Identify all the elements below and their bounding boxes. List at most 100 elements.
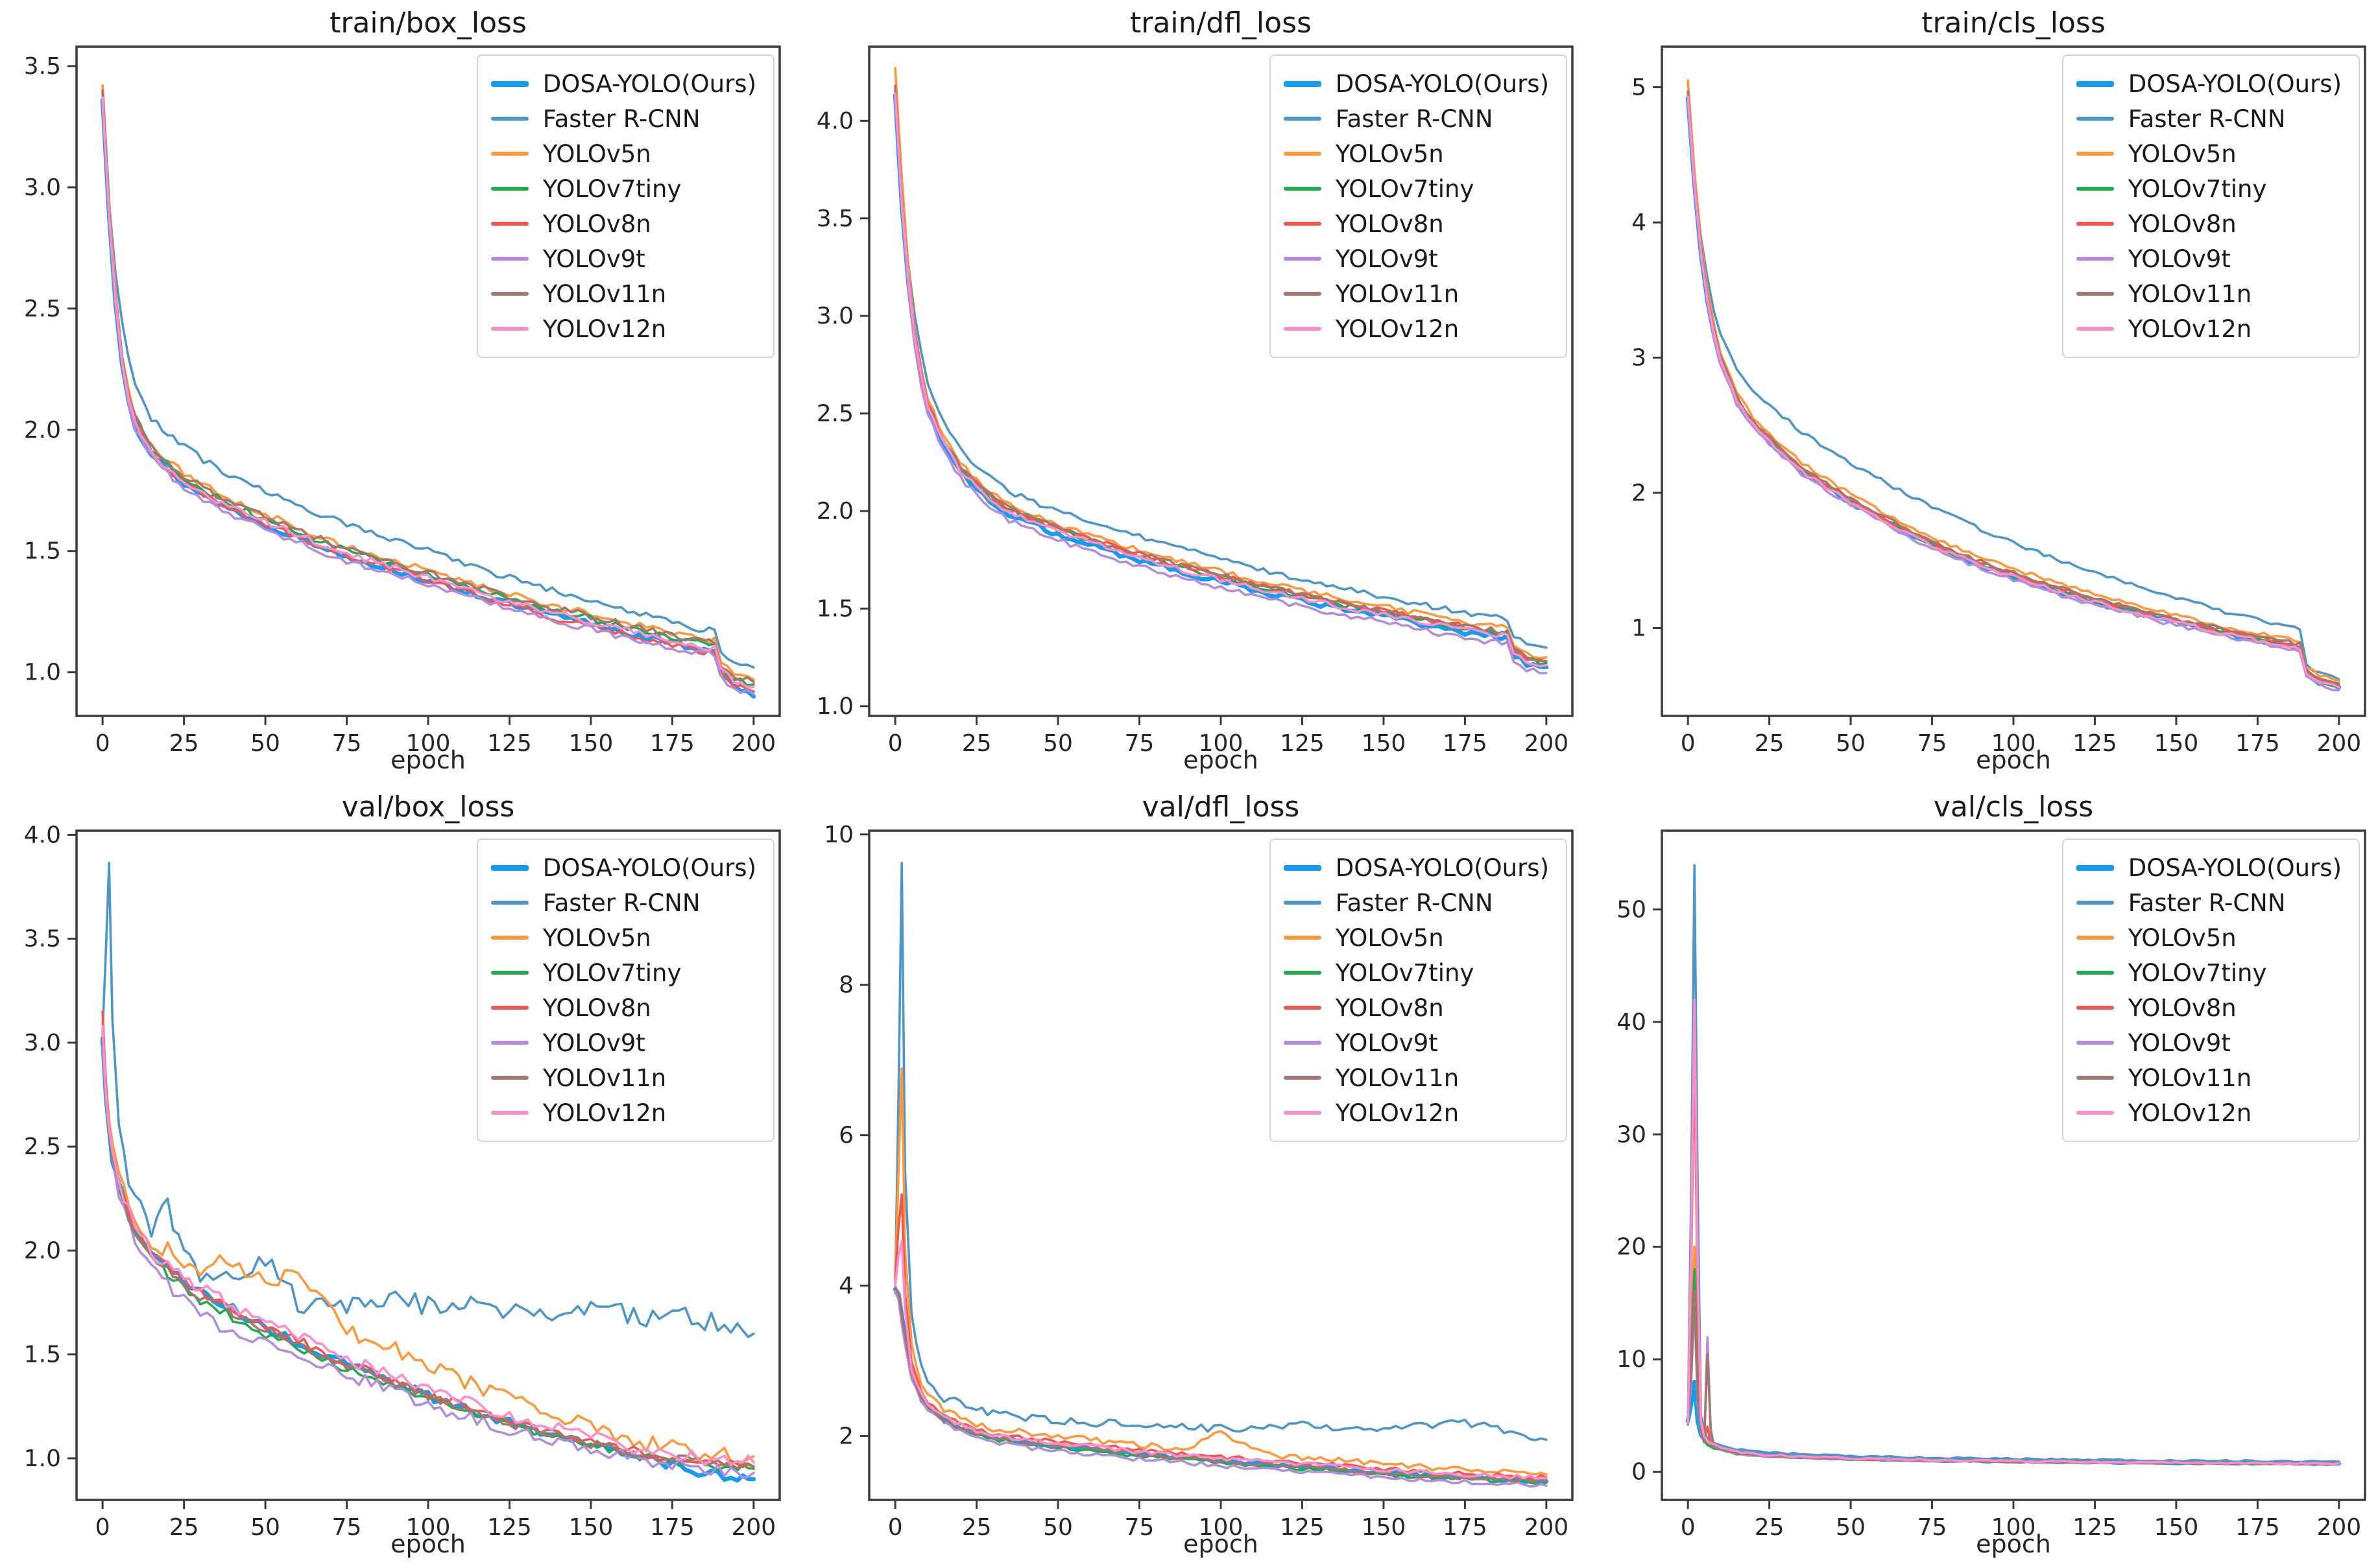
chart-val-box-loss: val/box_loss 0 25 50 75 100 125 150 175 200 1.0 1.… — [0, 784, 793, 1568]
y-tick-label: 2.0 — [24, 1237, 61, 1264]
legend-item-yolov12n: YOLOv12n — [490, 311, 756, 346]
y-tick-label: 50 — [1616, 896, 1646, 923]
y-tick-label: 2 — [1631, 480, 1646, 506]
legend-swatch-yolov5n — [1283, 936, 1321, 940]
legend-swatch-yolov8n — [1283, 1006, 1321, 1010]
x-tick-label: 175 — [650, 730, 695, 757]
x-tick-label: 25 — [962, 730, 992, 757]
x-tick-label: 75 — [332, 730, 362, 757]
legend-label-yolov11n: YOLOv11n — [1335, 279, 1459, 308]
x-axis-label: epoch — [1976, 746, 2051, 774]
y-tick-label: 8 — [839, 972, 854, 999]
legend-label-yolov11n: YOLOv11n — [542, 279, 667, 308]
legend-item-yolov9t: YOLOv9t — [2076, 241, 2342, 276]
legend-item-yolov11n: YOLOv11n — [1283, 276, 1549, 311]
legend-label-yolov9t: YOLOv9t — [1335, 244, 1438, 273]
series-line-yolov5n — [1687, 79, 2340, 682]
legend-box: DOSA-YOLO(Ours) Faster R-CNN YOLOv5n YOLOv7… — [2061, 54, 2360, 358]
series-group — [1685, 79, 2342, 692]
series-line-yolov11n — [1687, 90, 2340, 685]
series-line-yolov11n — [894, 1285, 1548, 1483]
y-tick-label: 4.0 — [817, 108, 854, 134]
legend-label-faster-r-cnn: Faster R-CNN — [2128, 888, 2286, 917]
legend-item-yolov12n: YOLOv12n — [2076, 1095, 2342, 1130]
series-line-yolov9t — [1687, 1301, 2340, 1466]
x-tick-label: 25 — [1755, 1514, 1784, 1541]
series-line-yolov5n — [894, 1067, 1548, 1476]
x-tick-label: 50 — [250, 1514, 280, 1541]
x-tick-label: 0 — [1681, 1514, 1696, 1541]
x-tick-label: 100 — [1991, 1514, 2036, 1541]
x-tick-label: 175 — [2235, 1514, 2280, 1541]
legend-swatch-yolov7tiny — [2076, 187, 2114, 191]
series-line-dosa-yolo-ours — [1685, 1379, 2342, 1466]
legend-swatch-yolov7tiny — [1283, 187, 1321, 191]
legend-item-yolov11n: YOLOv11n — [2076, 1060, 2342, 1095]
legend-swatch-yolov7tiny — [490, 971, 529, 975]
legend-item-yolov9t: YOLOv9t — [490, 241, 756, 276]
y-tick-label: 1.5 — [24, 538, 61, 565]
x-axis-label: epoch — [390, 746, 466, 774]
legend-label-yolov5n: YOLOv5n — [542, 139, 651, 168]
y-tick-label: 4 — [839, 1273, 854, 1300]
legend-label-yolov8n: YOLOv8n — [542, 209, 651, 238]
legend-label-dosa-yolo-ours: DOSA-YOLO(Ours) — [2128, 69, 2342, 98]
legend-swatch-yolov5n — [490, 936, 529, 940]
legend-label-yolov7tiny: YOLOv7tiny — [1335, 174, 1474, 203]
legend-swatch-yolov11n — [2076, 1076, 2114, 1080]
legend-box: DOSA-YOLO(Ours) Faster R-CNN YOLOv5n YOLOv7… — [476, 54, 775, 358]
chart-title: val/cls_loss — [1933, 790, 2094, 824]
series-line-yolov8n — [894, 84, 1548, 663]
legend-item-faster-r-cnn: Faster R-CNN — [2076, 101, 2342, 136]
y-tick-label: 1.0 — [24, 659, 61, 686]
legend-item-yolov7tiny: YOLOv7tiny — [2076, 955, 2342, 990]
legend-item-yolov9t: YOLOv9t — [1283, 241, 1549, 276]
legend-label-faster-r-cnn: Faster R-CNN — [1335, 104, 1493, 133]
chart-val-dfl-loss: val/dfl_loss 0 25 50 75 100 125 150 175 200 2 4 6 8 1… — [793, 784, 1585, 1568]
legend-swatch-yolov8n — [1283, 222, 1321, 226]
chart-title: train/cls_loss — [1921, 6, 2106, 40]
legend-item-yolov12n: YOLOv12n — [1283, 311, 1549, 346]
legend-label-yolov12n: YOLOv12n — [1335, 1099, 1459, 1127]
legend-label-faster-r-cnn: Faster R-CNN — [2128, 104, 2286, 133]
plot-area: 0 25 50 75 100 125 150 175 200 1.0 1.5 2.0 2.5 3.0 3.5… — [24, 822, 781, 1541]
x-tick-label: 200 — [2316, 1514, 2361, 1541]
chart-title: val/box_loss — [341, 790, 515, 824]
plot-box — [75, 829, 781, 1501]
series-line-yolov9t — [894, 96, 1548, 675]
legend-label-yolov11n: YOLOv11n — [542, 1063, 667, 1092]
series-group — [893, 862, 1549, 1488]
x-tick-label: 125 — [2072, 1514, 2117, 1541]
series-line-yolov5n — [894, 67, 1548, 659]
legend-label-yolov12n: YOLOv12n — [542, 1099, 667, 1127]
y-tick-label: 20 — [1616, 1234, 1646, 1261]
series-line-yolov12n — [101, 96, 755, 689]
legend-swatch-yolov12n — [490, 327, 529, 331]
legend-label-faster-r-cnn: Faster R-CNN — [542, 888, 701, 917]
legend-item-yolov7tiny: YOLOv7tiny — [1283, 171, 1549, 206]
series-line-faster-r-cnn — [894, 100, 1548, 649]
y-tick-label: 2.0 — [24, 417, 61, 444]
legend-swatch-yolov12n — [1283, 1111, 1321, 1115]
y-tick-label: 2.5 — [24, 296, 61, 322]
legend-swatch-faster-r-cnn — [2076, 117, 2114, 121]
legend-swatch-yolov12n — [2076, 1111, 2114, 1115]
chart-train-dfl-loss: train/dfl_loss 0 25 50 75 100 125 150 175 200 1.0… — [793, 0, 1585, 784]
legend-label-yolov9t: YOLOv9t — [2128, 244, 2231, 273]
legend-item-yolov7tiny: YOLOv7tiny — [490, 955, 756, 990]
legend-swatch-faster-r-cnn — [490, 901, 529, 905]
legend-label-dosa-yolo-ours: DOSA-YOLO(Ours) — [542, 69, 756, 98]
legend-swatch-dosa-yolo-ours — [490, 864, 529, 871]
legend-item-yolov9t: YOLOv9t — [2076, 1025, 2342, 1060]
legend-label-yolov12n: YOLOv12n — [2128, 315, 2252, 343]
x-tick-label: 100 — [406, 730, 451, 757]
legend-label-yolov12n: YOLOv12n — [1335, 315, 1459, 343]
legend-label-yolov9t: YOLOv9t — [542, 1028, 645, 1057]
y-tick-label: 1.0 — [817, 693, 854, 720]
legend-swatch-yolov7tiny — [1283, 971, 1321, 975]
x-tick-label: 125 — [1280, 730, 1325, 757]
series-group — [100, 861, 756, 1483]
series-line-yolov12n — [894, 92, 1548, 668]
legend-item-yolov7tiny: YOLOv7tiny — [1283, 955, 1549, 990]
legend-swatch-yolov9t — [1283, 1041, 1321, 1045]
